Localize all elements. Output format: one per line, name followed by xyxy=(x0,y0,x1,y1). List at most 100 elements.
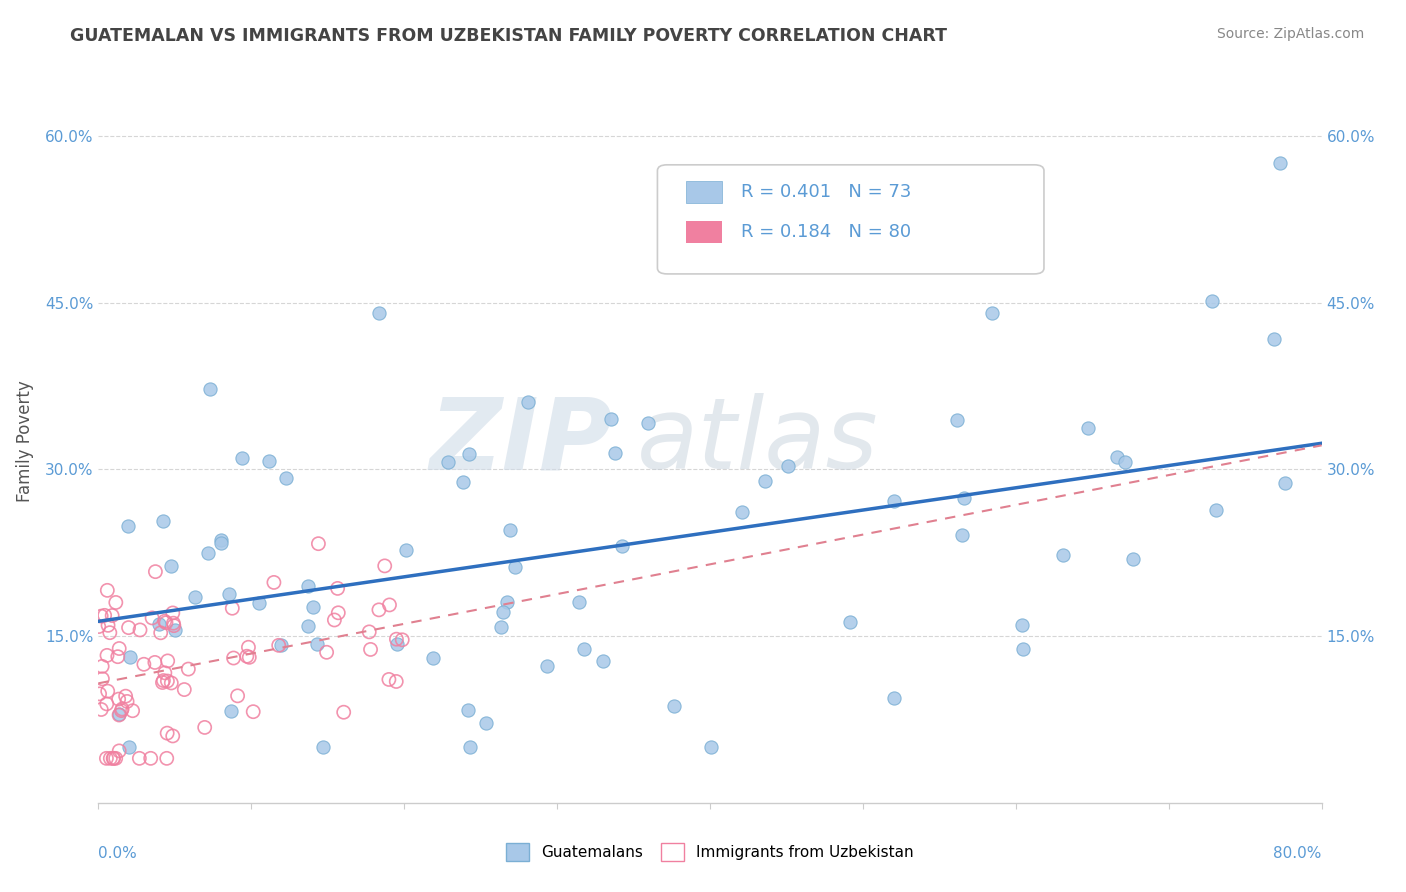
Point xyxy=(374,558,396,573)
Point xyxy=(436,455,458,469)
Point xyxy=(96,697,118,711)
Point xyxy=(115,694,138,708)
Point xyxy=(129,623,152,637)
Point xyxy=(160,676,183,690)
Point xyxy=(153,614,176,628)
Point xyxy=(332,705,354,719)
Legend: Guatemalans, Immigrants from Uzbekistan: Guatemalans, Immigrants from Uzbekistan xyxy=(501,837,920,867)
Point xyxy=(97,618,120,632)
Point xyxy=(197,546,219,560)
Point xyxy=(1263,332,1285,346)
Point xyxy=(156,673,179,688)
Point xyxy=(700,740,723,755)
Point xyxy=(297,579,319,593)
Point xyxy=(152,515,174,529)
Point xyxy=(457,703,479,717)
Point xyxy=(385,637,408,651)
Point xyxy=(226,689,249,703)
Point xyxy=(156,751,179,765)
Point xyxy=(592,654,614,668)
Point xyxy=(89,687,111,701)
Point xyxy=(114,689,136,703)
Point xyxy=(1011,618,1033,632)
Point xyxy=(173,682,195,697)
Point xyxy=(118,740,141,755)
Point xyxy=(395,543,418,558)
Point xyxy=(1205,502,1227,516)
Point xyxy=(778,458,800,473)
Point xyxy=(238,650,260,665)
Point xyxy=(108,641,131,656)
Point xyxy=(108,744,131,758)
Point xyxy=(495,595,517,609)
Point xyxy=(458,740,481,755)
Point xyxy=(118,649,141,664)
Point xyxy=(1052,549,1074,563)
Point xyxy=(499,523,522,537)
Point xyxy=(97,684,120,698)
Point xyxy=(247,596,270,610)
Point xyxy=(391,632,413,647)
FancyBboxPatch shape xyxy=(658,165,1045,274)
Point xyxy=(194,720,217,734)
Point xyxy=(263,575,285,590)
Point xyxy=(516,395,538,409)
Point xyxy=(274,470,297,484)
Point xyxy=(603,446,626,460)
Point xyxy=(307,537,329,551)
Point xyxy=(104,595,127,609)
Point xyxy=(231,450,253,465)
Point xyxy=(219,704,242,718)
Point xyxy=(107,649,129,664)
Point xyxy=(839,615,862,629)
Point xyxy=(98,625,121,640)
Point xyxy=(184,591,207,605)
Point xyxy=(610,539,633,553)
Text: ZIP: ZIP xyxy=(429,393,612,490)
Point xyxy=(162,616,184,631)
Point xyxy=(378,598,401,612)
Point xyxy=(108,708,131,723)
Point xyxy=(139,751,162,765)
Point xyxy=(385,674,408,689)
Point xyxy=(177,662,200,676)
Point xyxy=(128,751,150,765)
Point xyxy=(1077,421,1099,435)
Point xyxy=(315,645,337,659)
Point xyxy=(489,620,512,634)
Point xyxy=(270,638,292,652)
FancyBboxPatch shape xyxy=(686,221,723,243)
Point xyxy=(297,619,319,633)
Text: GUATEMALAN VS IMMIGRANTS FROM UZBEKISTAN FAMILY POVERTY CORRELATION CHART: GUATEMALAN VS IMMIGRANTS FROM UZBEKISTAN… xyxy=(70,27,948,45)
Point xyxy=(98,751,121,765)
Point xyxy=(111,702,134,716)
Point xyxy=(328,606,350,620)
Point xyxy=(368,603,391,617)
Text: 80.0%: 80.0% xyxy=(1274,847,1322,861)
Text: 0.0%: 0.0% xyxy=(98,847,138,861)
Point xyxy=(326,582,349,596)
Point xyxy=(221,601,243,615)
Point xyxy=(96,751,118,765)
Point xyxy=(360,642,382,657)
Point xyxy=(422,651,444,665)
FancyBboxPatch shape xyxy=(686,181,723,203)
Point xyxy=(162,729,184,743)
Point xyxy=(91,672,114,686)
Point xyxy=(257,454,280,468)
Point xyxy=(145,565,167,579)
Point xyxy=(238,640,260,655)
Point xyxy=(108,707,131,722)
Point xyxy=(1114,455,1136,469)
Y-axis label: Family Poverty: Family Poverty xyxy=(15,381,34,502)
Point xyxy=(378,673,401,687)
Point xyxy=(117,519,139,533)
Point xyxy=(152,675,174,690)
Point xyxy=(637,416,659,430)
Point xyxy=(1274,476,1296,491)
Point xyxy=(156,726,179,740)
Point xyxy=(91,659,114,673)
Point xyxy=(980,306,1002,320)
Point xyxy=(600,412,623,426)
Point xyxy=(946,413,969,427)
